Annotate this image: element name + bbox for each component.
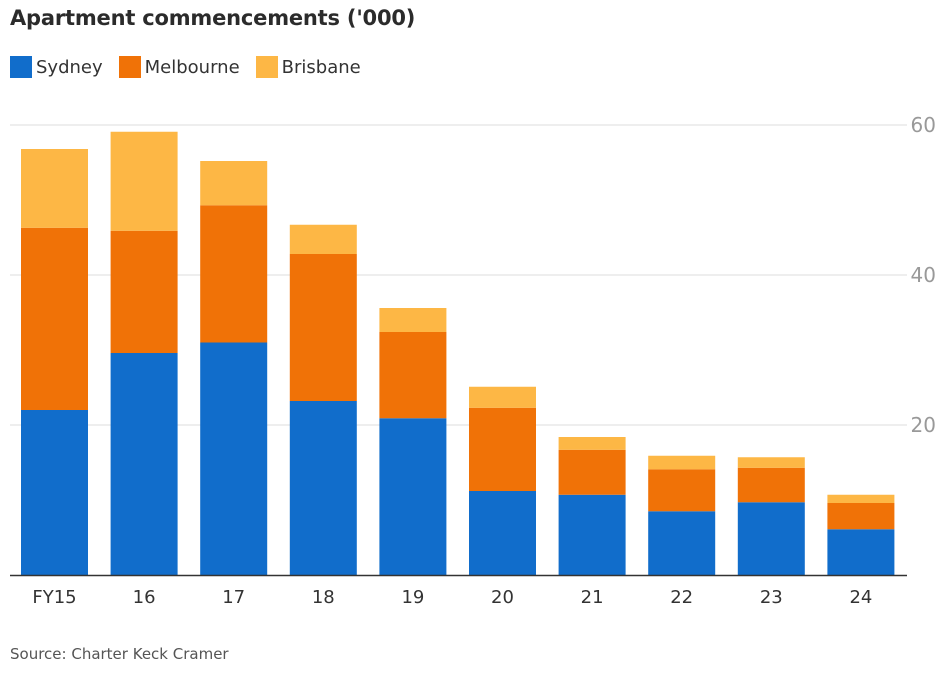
x-tick-label: 19	[401, 587, 424, 608]
bar-sydney-17	[200, 342, 268, 575]
bar-sydney-18	[289, 401, 357, 575]
bar-sydney-fy15	[21, 410, 88, 575]
bar-sydney-24	[827, 529, 895, 575]
x-tick-label: 24	[849, 587, 872, 608]
bar-melbourne-21	[558, 449, 626, 495]
bar-melbourne-19	[379, 332, 447, 419]
bar-brisbane-24	[827, 494, 895, 503]
bar-melbourne-16	[110, 230, 178, 353]
legend: Sydney Melbourne Brisbane	[10, 56, 377, 78]
x-tick-label: 20	[491, 587, 514, 608]
chart-title: Apartment commencements ('000)	[10, 6, 416, 30]
bar-brisbane-16	[110, 131, 178, 231]
y-tick-label: 20	[911, 413, 936, 437]
source-note: Source: Charter Keck Cramer	[10, 645, 229, 663]
bar-brisbane-19	[379, 308, 447, 332]
y-tick-label: 40	[911, 263, 936, 287]
bar-sydney-23	[737, 502, 805, 575]
bar-melbourne-17	[200, 205, 268, 343]
bar-melbourne-22	[648, 469, 716, 512]
bar-brisbane-fy15	[21, 149, 88, 228]
legend-item-brisbane: Brisbane	[255, 56, 361, 78]
y-tick-label: 60	[911, 113, 936, 137]
legend-label-sydney: Sydney	[36, 56, 103, 78]
bars	[21, 131, 895, 575]
bar-brisbane-22	[648, 455, 716, 470]
legend-label-brisbane: Brisbane	[281, 56, 361, 78]
x-tick-label: 22	[670, 587, 693, 608]
bar-melbourne-18	[289, 254, 357, 401]
legend-swatch-melbourne	[118, 56, 141, 78]
bar-sydney-21	[558, 494, 626, 575]
y-axis-ticks: 20 40 60	[911, 113, 936, 437]
legend-label-melbourne: Melbourne	[144, 56, 240, 78]
bar-melbourne-24	[827, 503, 895, 530]
bar-melbourne-fy15	[21, 227, 88, 410]
bar-sydney-22	[648, 511, 716, 575]
legend-swatch-sydney	[10, 56, 32, 78]
bar-sydney-20	[469, 491, 536, 575]
bar-brisbane-17	[200, 161, 268, 206]
legend-item-sydney: Sydney	[10, 56, 103, 78]
bar-sydney-19	[379, 418, 447, 575]
legend-swatch-brisbane	[255, 56, 278, 78]
x-axis-ticks: FY15 16 17 18 19 20 21 22 23 24	[32, 587, 872, 608]
bar-brisbane-23	[737, 457, 805, 468]
bar-melbourne-23	[737, 467, 805, 503]
bar-brisbane-20	[469, 386, 536, 408]
legend-item-melbourne: Melbourne	[118, 56, 240, 78]
bar-sydney-16	[110, 353, 178, 575]
bar-melbourne-20	[469, 407, 536, 491]
x-tick-label: 18	[312, 587, 335, 608]
x-tick-label: 17	[222, 587, 245, 608]
x-tick-label: FY15	[32, 587, 76, 608]
x-tick-label: 21	[581, 587, 604, 608]
bar-brisbane-21	[558, 437, 626, 450]
x-tick-label: 23	[760, 587, 783, 608]
bar-brisbane-18	[289, 224, 357, 254]
x-tick-label: 16	[133, 587, 156, 608]
